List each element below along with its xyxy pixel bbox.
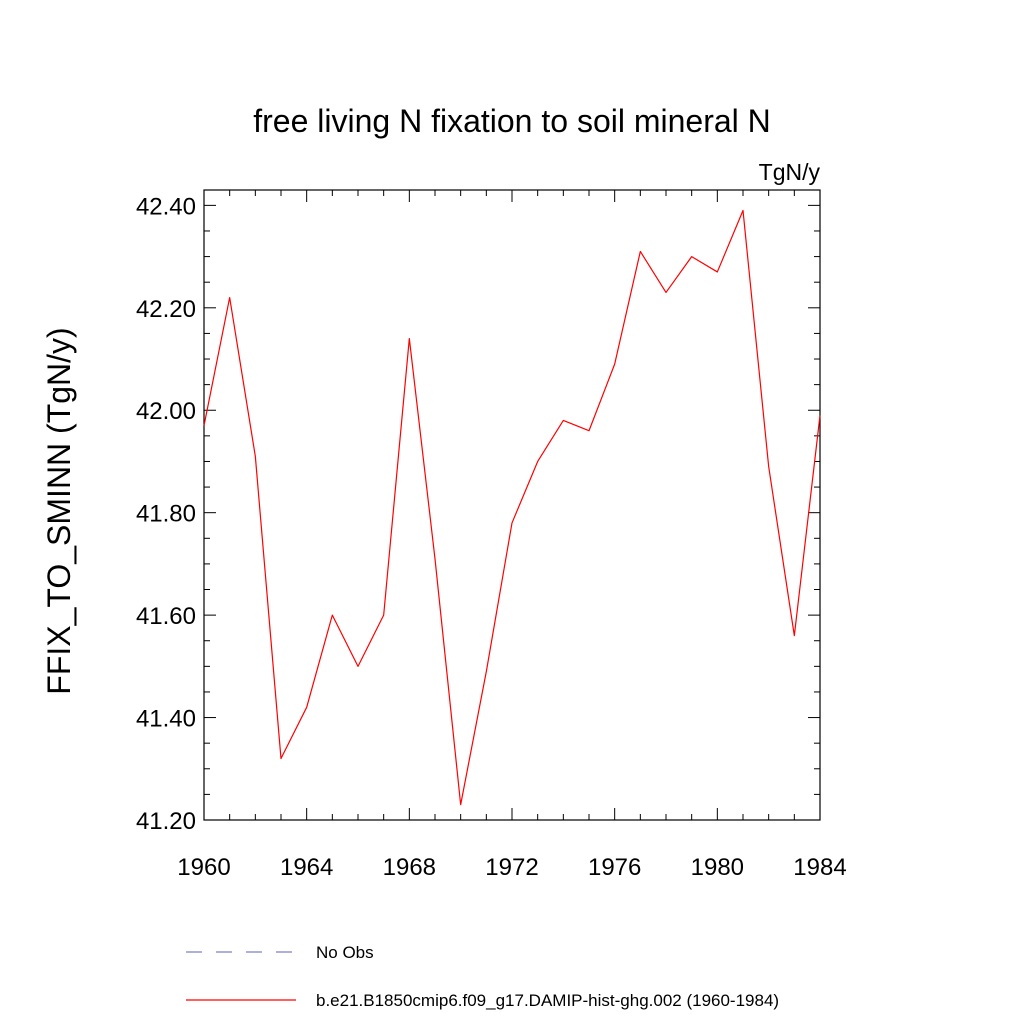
y-tick-label: 41.40 — [136, 706, 196, 733]
legend-label: No Obs — [316, 943, 374, 962]
x-tick-label: 1972 — [485, 854, 538, 881]
chart-title: free living N fixation to soil mineral N — [253, 103, 771, 139]
x-tick-label: 1984 — [793, 854, 846, 881]
y-tick-label: 41.60 — [136, 603, 196, 630]
plot-area-frame — [203, 189, 821, 821]
x-tick-label: 1980 — [691, 854, 744, 881]
y-tick-label: 41.80 — [136, 501, 196, 528]
legend-label: b.e21.B1850cmip6.f09_g17.DAMIP-hist-ghg.… — [316, 991, 779, 1010]
x-tick-label: 1960 — [177, 854, 230, 881]
x-tick-label: 1968 — [383, 854, 436, 881]
y-tick-label: 41.20 — [136, 808, 196, 835]
y-tick-label: 42.40 — [136, 193, 196, 220]
y-tick-label: 42.20 — [136, 296, 196, 323]
series-line — [203, 209, 821, 806]
y-axis-label: FFIX_TO_SMINN (TgN/y) — [41, 327, 77, 694]
x-tick-label: 1976 — [588, 854, 641, 881]
y-tick-label: 42.00 — [136, 398, 196, 425]
units-label: TgN/y — [759, 159, 821, 185]
legend: No Obs b.e21.B1850cmip6.f09_g17.DAMIP-his… — [186, 943, 779, 1010]
x-tick-label: 1964 — [280, 854, 333, 881]
series-layer — [203, 209, 821, 806]
axis-ticks: 1960 1964 1968 1972 1976 1980 1984 41.20 41.40 41… — [136, 190, 847, 881]
